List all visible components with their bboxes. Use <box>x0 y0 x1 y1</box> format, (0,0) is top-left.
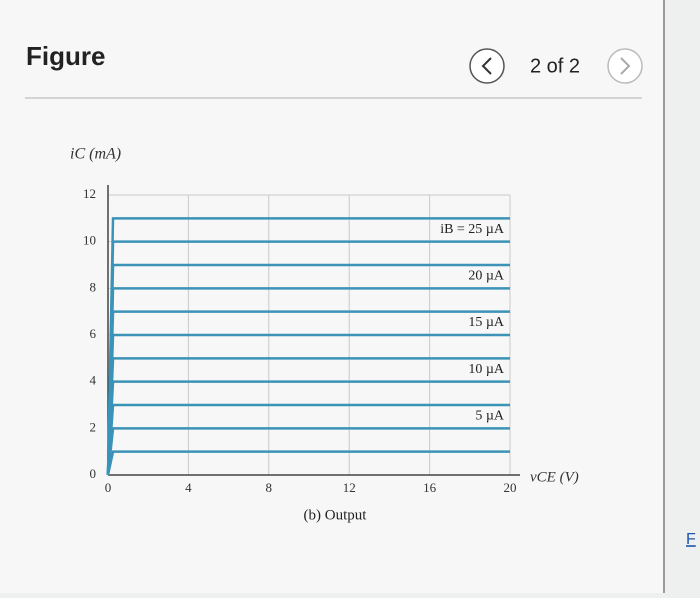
prev-button[interactable] <box>469 48 505 84</box>
curve-label: 15 µA <box>468 315 505 330</box>
x-axis-label: vCE (V) <box>530 469 579 485</box>
curve <box>106 217 510 476</box>
curve-label: 10 µA <box>468 362 505 377</box>
y-tick-label: 4 <box>90 373 97 388</box>
y-tick-label: 12 <box>83 186 96 201</box>
curve-label: 20 µA <box>468 269 505 284</box>
panel <box>0 0 664 593</box>
link[interactable]: F <box>686 531 696 548</box>
x-tick-label: 0 <box>105 480 112 495</box>
curve-label: 5 µA <box>475 409 505 424</box>
figure-title: Figure <box>26 41 105 71</box>
y-tick-label: 0 <box>90 466 97 481</box>
curve-label: iB = 25 µA <box>440 222 505 237</box>
y-tick-label: 10 <box>83 233 96 248</box>
x-tick-label: 12 <box>343 480 356 495</box>
caption: (b) Output <box>304 507 368 523</box>
x-tick-label: 16 <box>423 480 437 495</box>
next-button[interactable] <box>607 48 643 84</box>
y-tick-label: 8 <box>90 279 97 294</box>
x-tick-label: 20 <box>504 480 517 495</box>
y-tick-label: 2 <box>90 419 97 434</box>
y-tick-label: 6 <box>90 326 97 341</box>
y-axis-label: iC (mA) <box>70 146 121 163</box>
x-tick-label: 8 <box>266 480 273 495</box>
x-tick-label: 4 <box>185 480 192 495</box>
pager: 2 of 2 <box>530 55 580 77</box>
